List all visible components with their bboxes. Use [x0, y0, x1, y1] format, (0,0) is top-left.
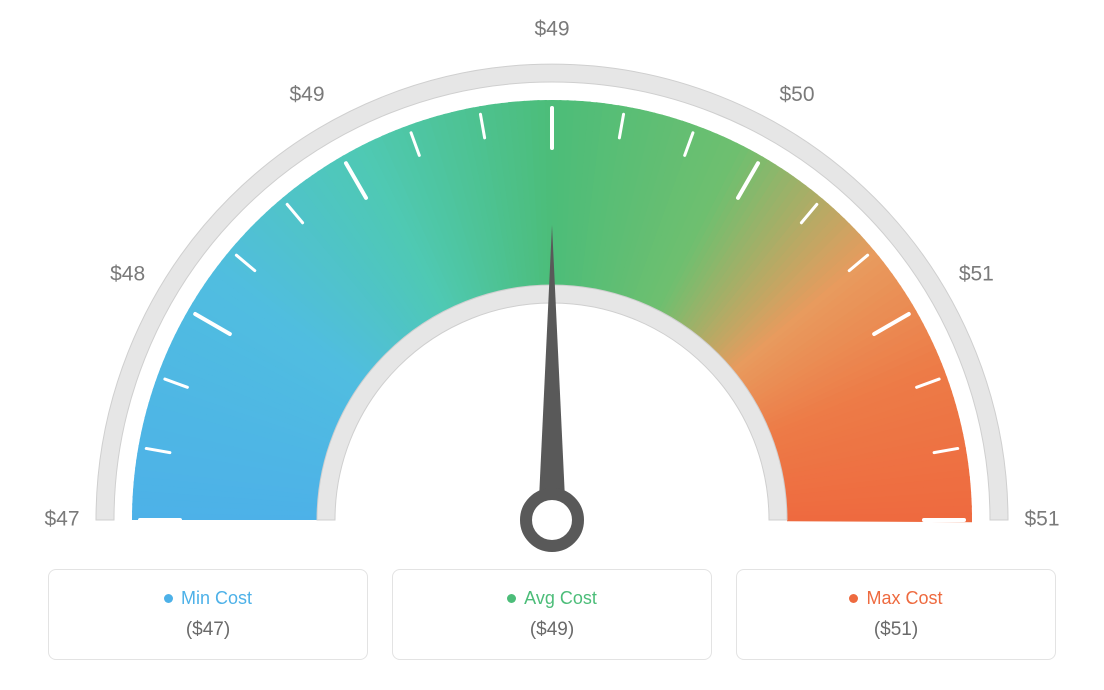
legend-dot-max [849, 594, 858, 603]
svg-text:$51: $51 [959, 263, 994, 286]
svg-text:$48: $48 [110, 263, 145, 286]
legend-card-min: Min Cost ($47) [48, 569, 368, 660]
legend-label-min: Min Cost [181, 588, 252, 609]
legend-dot-min [164, 594, 173, 603]
legend-card-max: Max Cost ($51) [736, 569, 1056, 660]
legend-value-avg: ($49) [413, 619, 691, 641]
legend-value-max: ($51) [757, 619, 1035, 641]
gauge-svg: $47 $48 $49 $49 $50 $51 $51 [0, 0, 1104, 560]
legend-card-avg: Avg Cost ($49) [392, 569, 712, 660]
legend-value-min: ($47) [69, 619, 347, 641]
legend-label-max: Max Cost [866, 588, 942, 609]
legend-label-avg: Avg Cost [524, 588, 597, 609]
legend-title-min: Min Cost [164, 588, 252, 609]
svg-text:$47: $47 [44, 508, 79, 531]
gauge-chart: $47 $48 $49 $49 $50 $51 $51 [0, 0, 1104, 560]
svg-text:$51: $51 [1024, 508, 1059, 531]
svg-text:$50: $50 [779, 83, 814, 106]
svg-text:$49: $49 [289, 83, 324, 106]
legend-title-max: Max Cost [849, 588, 942, 609]
svg-text:$49: $49 [534, 18, 569, 41]
legend-dot-avg [507, 594, 516, 603]
legend-title-avg: Avg Cost [507, 588, 597, 609]
legend-row: Min Cost ($47) Avg Cost ($49) Max Cost (… [0, 569, 1104, 660]
